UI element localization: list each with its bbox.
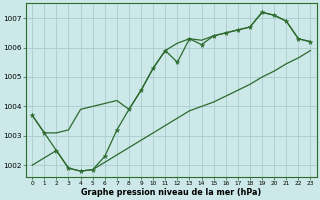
X-axis label: Graphe pression niveau de la mer (hPa): Graphe pression niveau de la mer (hPa)	[81, 188, 261, 197]
